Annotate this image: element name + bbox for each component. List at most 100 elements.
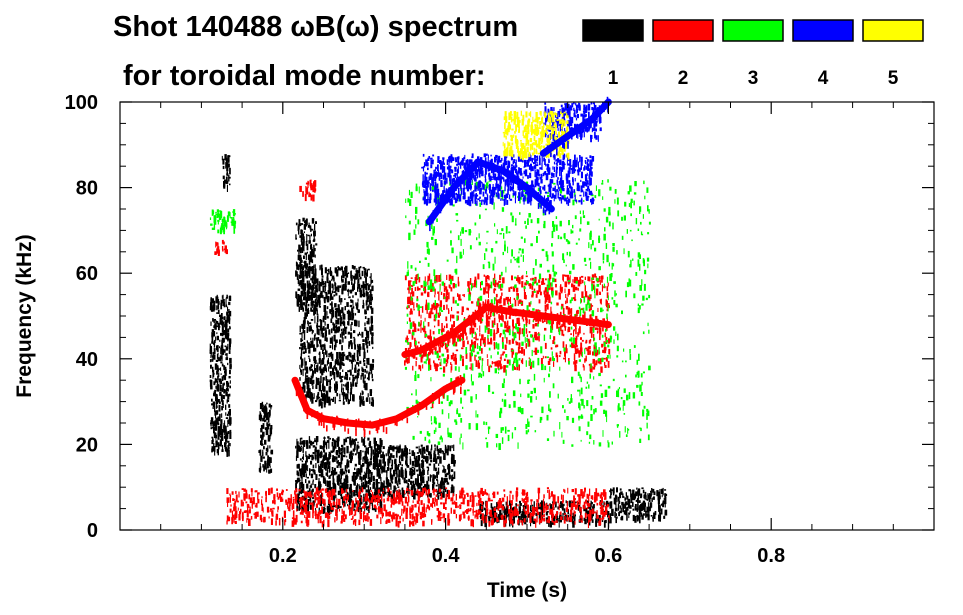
spectral-point	[306, 308, 309, 314]
spectral-point	[299, 442, 302, 445]
spectral-point	[402, 475, 404, 480]
spectral-point	[518, 327, 521, 335]
spectral-point	[503, 516, 505, 522]
spectral-point	[305, 455, 307, 462]
spectral-point	[352, 452, 354, 456]
spectral-point	[366, 283, 369, 286]
spectral-point	[316, 457, 320, 464]
spectral-point	[299, 497, 301, 499]
region-mode-2-12	[226, 487, 610, 529]
spectral-point	[637, 492, 640, 500]
spectral-point	[565, 507, 569, 513]
spectral-point	[281, 498, 284, 502]
spectral-point	[619, 488, 622, 491]
spectral-point	[354, 292, 357, 296]
spectral-point	[344, 267, 346, 270]
spectral-point	[353, 336, 355, 339]
legend: 1 2 3 4 5	[582, 19, 924, 89]
spectral-point	[335, 386, 338, 391]
spectral-point	[327, 358, 329, 365]
spectral-point	[503, 510, 506, 516]
spectral-point	[329, 337, 333, 344]
spectral-point	[267, 459, 269, 466]
spectral-point	[365, 276, 367, 280]
spectral-point	[297, 465, 300, 468]
spectral-point	[582, 363, 584, 368]
spectral-point	[567, 326, 571, 332]
spectral-point	[334, 467, 336, 472]
spectral-point	[430, 336, 432, 340]
spectral-point	[645, 495, 647, 501]
spectral-point	[492, 518, 494, 525]
spectral-point	[317, 486, 320, 490]
spectral-point	[357, 278, 360, 283]
spectral-point	[211, 329, 215, 333]
spectral-point	[456, 311, 460, 314]
spectral-point	[216, 345, 219, 352]
spectral-point	[445, 316, 448, 322]
spectral-point	[242, 511, 244, 515]
spectral-point	[261, 401, 264, 408]
spectral-point	[360, 284, 363, 288]
spectral-point	[226, 515, 229, 522]
spectral-point	[375, 492, 378, 494]
spectral-point	[355, 487, 358, 491]
spectral-point	[349, 487, 351, 492]
spectral-point	[344, 281, 347, 285]
spectral-point	[664, 496, 667, 505]
spectral-point	[624, 506, 627, 509]
spectral-point	[359, 512, 362, 520]
spectral-point	[308, 380, 310, 385]
spectral-point	[309, 358, 311, 362]
spectral-point	[429, 311, 432, 319]
spectral-point	[343, 447, 346, 455]
spectral-point	[217, 352, 219, 355]
spectral-point	[414, 478, 417, 485]
spectral-point	[309, 255, 313, 263]
spectral-point	[220, 302, 223, 310]
spectral-point	[441, 492, 444, 498]
spectral-point	[593, 363, 596, 368]
spectral-point	[220, 332, 223, 336]
spectral-point	[450, 491, 452, 494]
spectral-point	[459, 495, 462, 499]
spectral-point	[469, 495, 472, 503]
spectral-point	[316, 309, 318, 316]
spectral-point	[564, 356, 566, 363]
spectral-point	[434, 489, 437, 492]
spectral-point	[226, 451, 229, 457]
spectral-point	[549, 357, 552, 362]
spectral-point	[327, 488, 329, 491]
spectral-point	[578, 519, 581, 522]
spectral-point	[387, 479, 390, 487]
spectral-point	[384, 461, 386, 470]
spectral-point	[496, 517, 499, 523]
spectral-point	[353, 443, 356, 451]
spectral-point	[305, 366, 308, 371]
spectral-point	[301, 460, 304, 463]
spectral-point	[335, 292, 338, 296]
spectral-point	[349, 509, 351, 516]
spectral-point	[601, 505, 604, 507]
spectral-point	[555, 352, 558, 358]
spectral-point	[375, 489, 378, 493]
spectral-point	[359, 400, 362, 407]
spectral-point	[369, 440, 372, 448]
spectral-point	[492, 491, 496, 499]
spectral-point	[559, 325, 562, 330]
spectral-point	[457, 333, 459, 337]
spectral-point	[369, 519, 373, 526]
spectral-point	[417, 328, 420, 332]
spectral-point	[443, 366, 446, 373]
spectral-point	[407, 492, 409, 496]
spectral-point	[363, 351, 366, 359]
spectral-point	[318, 325, 321, 328]
spectral-point	[616, 516, 618, 519]
spectral-point	[314, 316, 316, 324]
spectral-point	[609, 501, 612, 509]
spectral-point	[259, 514, 262, 521]
spectral-point	[348, 296, 351, 299]
spectral-point	[598, 276, 601, 280]
spectral-point	[347, 312, 349, 320]
spectral-point	[344, 393, 347, 400]
